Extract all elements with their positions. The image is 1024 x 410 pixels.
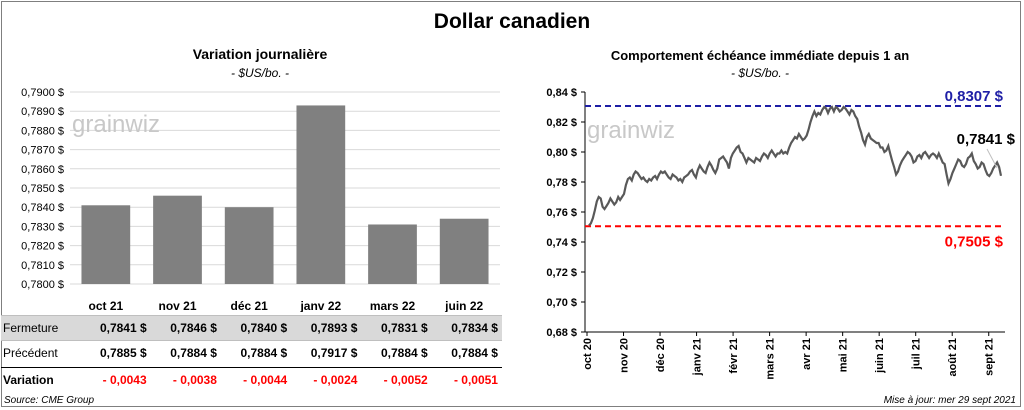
last-value-leader — [986, 148, 998, 169]
x-tick-label: avr 21 — [801, 338, 813, 370]
table-cell: 0,7846 $ — [170, 321, 217, 335]
bar — [368, 224, 417, 284]
table-row-previous: Précédent 0,7885 $ 0,7884 $ 0,7884 $ 0,7… — [1, 341, 502, 365]
table-cell: 0,7840 $ — [240, 321, 288, 335]
bar — [224, 207, 274, 284]
y-tick-label: 0,76 $ — [546, 207, 577, 219]
bar — [439, 218, 489, 284]
bar — [153, 195, 202, 284]
last-value-label: 0,7841 $ — [957, 131, 1016, 148]
y-tick-label: 0,84 $ — [546, 87, 577, 99]
table-cell: 0,7884 $ — [170, 346, 217, 360]
y-tick-label: 0,7830 $ — [21, 221, 64, 233]
table-cell: - 0,0043 — [102, 373, 147, 387]
x-tick-label: oct 20 — [582, 338, 594, 370]
y-tick-label: 0,74 $ — [546, 237, 577, 249]
y-tick-label: 0,7860 $ — [21, 164, 64, 176]
x-tick-label: juil 21 — [911, 338, 923, 370]
x-tick-label: sept 21 — [984, 338, 996, 376]
y-tick-label: 0,82 $ — [546, 117, 577, 129]
right-chart-title: Comportement échéance immédiate depuis 1… — [610, 48, 910, 63]
x-tick-label: mai 21 — [838, 338, 850, 372]
x-tick-label: oct 21 — [88, 299, 123, 312]
right-chart-unit: - $US/bo. - — [730, 66, 790, 80]
table-cell: - 0,0051 — [453, 373, 498, 387]
daily-variation-chart: 0,7800 $ 0,7810 $ 0,7820 $ 0,7830 $ 0,7840 $… — [21, 87, 500, 312]
table-cell: 0,7831 $ — [381, 321, 428, 335]
y-tick-label: 0,7810 $ — [21, 260, 64, 272]
row-label: Variation — [3, 373, 54, 387]
x-tick-label: août 21 — [947, 338, 959, 377]
table-cell: 0,7885 $ — [99, 346, 147, 360]
row-label: Fermeture — [3, 321, 59, 335]
y-tick-label: 0,78 $ — [546, 177, 577, 189]
row-label: Précédent — [3, 346, 58, 360]
left-chart-unit: - $US/bo. - — [230, 66, 290, 80]
x-tick-label: nov 21 — [158, 299, 196, 312]
table-cell: 0,7884 $ — [381, 346, 428, 360]
bar — [81, 205, 131, 284]
x-tick-label: mars 21 — [765, 338, 777, 380]
low-value-label: 0,7505 $ — [945, 233, 1004, 250]
left-chart-title: Variation journalière — [192, 46, 328, 62]
x-tick-label: janv 21 — [692, 338, 704, 376]
source-note: Source: CME Group — [4, 395, 95, 406]
y-tick-label: 0,72 $ — [546, 267, 577, 279]
table-cell: - 0,0038 — [172, 373, 217, 387]
table-cell: - 0,0024 — [313, 373, 358, 387]
x-tick-label: juin 22 — [444, 299, 483, 312]
table-cell: - 0,0052 — [383, 373, 428, 387]
price-series-line — [588, 105, 1003, 227]
table-row-variation: Variation - 0,0043 - 0,0038 - 0,0044 - 0… — [1, 367, 502, 392]
table-cell: 0,7884 $ — [240, 346, 288, 360]
x-tick-label: nov 20 — [619, 338, 631, 373]
y-tick-label: 0,70 $ — [546, 297, 577, 309]
y-tick-label: 0,7870 $ — [21, 145, 64, 157]
y-tick-label: 0,68 $ — [546, 327, 577, 339]
watermark-logo: grainwiz — [72, 111, 160, 138]
y-tick-label: 0,7850 $ — [21, 183, 64, 195]
x-tick-label: déc 21 — [230, 299, 268, 312]
x-tick-label: févr 21 — [728, 338, 740, 373]
table-row-close: Fermeture 0,7841 $ 0,7846 $ 0,7840 $ 0,7… — [1, 315, 502, 341]
y-tick-label: 0,7800 $ — [21, 279, 64, 291]
x-tick-label: juin 21 — [874, 338, 886, 374]
watermark-logo: grainwiz — [587, 117, 675, 144]
x-tick-label: mars 22 — [370, 299, 416, 312]
table-cell: 0,7893 $ — [310, 321, 358, 335]
update-note: Mise à jour: mer 29 sept 2021 — [883, 395, 1016, 406]
table-cell: 0,7884 $ — [451, 346, 498, 360]
table-cell: - 0,0044 — [243, 373, 288, 387]
price-history-chart: 0,68 $ 0,70 $ 0,72 $ 0,74 $ 0,76 $ 0,78 $ 0,80… — [546, 87, 1016, 380]
y-tick-label: 0,80 $ — [546, 147, 577, 159]
x-tick-label: janv 22 — [299, 299, 341, 312]
y-tick-label: 0,7890 $ — [21, 106, 64, 118]
table-cell: 0,7841 $ — [99, 321, 147, 335]
page-title: Dollar canadien — [433, 10, 591, 33]
table-cell: 0,7834 $ — [451, 321, 498, 335]
y-tick-label: 0,7880 $ — [21, 125, 64, 137]
table-cell: 0,7917 $ — [310, 346, 358, 360]
x-tick-label: déc 20 — [655, 338, 667, 372]
y-tick-label: 0,7840 $ — [21, 202, 64, 214]
bar — [296, 105, 346, 284]
high-value-label: 0,8307 $ — [945, 88, 1004, 105]
y-tick-label: 0,7900 $ — [21, 87, 64, 99]
y-tick-label: 0,7820 $ — [21, 241, 64, 253]
